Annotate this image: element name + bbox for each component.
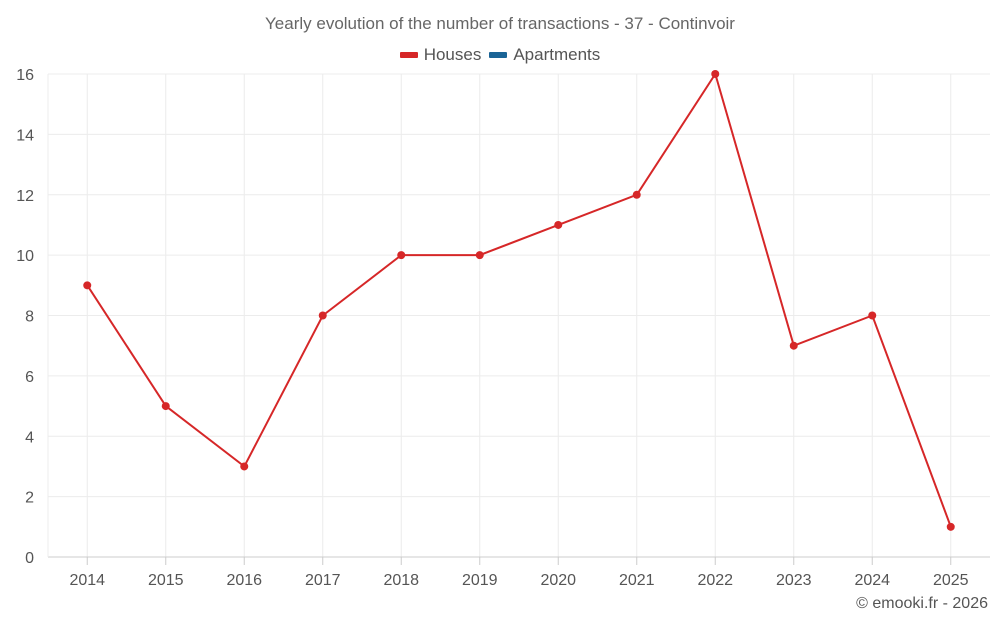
grid-lines (48, 73, 990, 557)
y-tick-label-4: 4 (25, 429, 34, 446)
y-tick-label-0: 0 (25, 550, 34, 567)
houses-point-2017 (318, 311, 327, 320)
chart-title: Yearly evolution of the number of transa… (265, 14, 735, 33)
x-tick-label-2022: 2022 (697, 572, 733, 589)
houses-point-2016 (240, 462, 249, 471)
houses-series-line (86, 71, 952, 528)
x-tick-label-2020: 2020 (540, 572, 576, 589)
houses-point-2018 (397, 251, 406, 260)
x-tick-label-2021: 2021 (619, 572, 655, 589)
legend-item-houses[interactable]: Houses (399, 45, 482, 65)
x-tick-label-2018: 2018 (383, 572, 419, 589)
x-tick-label-2023: 2023 (776, 572, 812, 589)
y-tick-label-10: 10 (16, 248, 34, 265)
houses-point-2022 (711, 70, 720, 78)
y-tick-label-2: 2 (25, 490, 34, 507)
houses-point-2023 (789, 341, 798, 350)
x-tick-label-2014: 2014 (69, 572, 105, 589)
legend-swatch-apartments (489, 52, 508, 58)
tick-labels: 0 2 4 6 8 10 12 14 16 2014 2015 2016 2017 2018 2019 202… (16, 67, 968, 589)
series-houses (83, 70, 955, 531)
y-tick-label-6: 6 (25, 369, 34, 386)
houses-point-2025 (946, 522, 955, 531)
y-tick-label-12: 12 (16, 188, 34, 205)
legend-item-apartments[interactable]: Apartments (489, 45, 600, 65)
houses-point-2014 (83, 281, 92, 290)
copyright-notice: © emooki.fr - 2026 (856, 595, 988, 612)
houses-point-2021 (632, 190, 641, 199)
y-tick-label-8: 8 (25, 309, 34, 326)
y-tick-label-16: 16 (16, 67, 34, 84)
houses-point-2020 (554, 220, 563, 229)
x-tick-label-2024: 2024 (854, 572, 890, 589)
legend-label-apartments: Apartments (513, 45, 601, 64)
x-tick-label-2019: 2019 (462, 572, 498, 589)
houses-point-2019 (475, 251, 484, 260)
houses-point-2024 (868, 311, 877, 320)
houses-point-2015 (161, 402, 170, 411)
axes (47, 74, 990, 565)
x-tick-label-2017: 2017 (305, 572, 341, 589)
y-tick-label-14: 14 (16, 127, 34, 144)
legend-swatch-houses (399, 52, 418, 58)
x-tick-label-2025: 2025 (933, 572, 969, 589)
x-tick-label-2015: 2015 (148, 572, 184, 589)
x-tick-label-2016: 2016 (226, 572, 262, 589)
legend-label-houses: Houses (423, 45, 482, 64)
legend: Houses Apartments (0, 45, 1000, 65)
